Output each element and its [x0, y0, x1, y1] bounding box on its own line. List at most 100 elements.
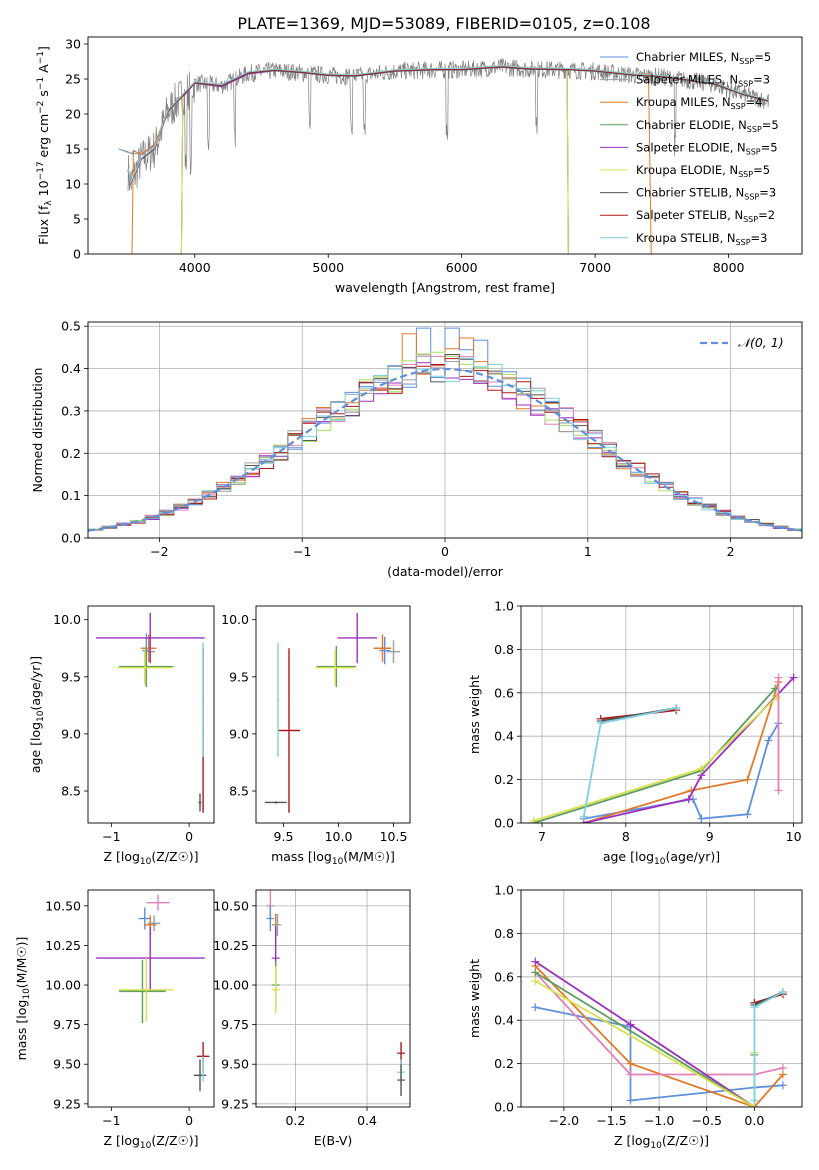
- x-axis-label: age [log10​(age/yr)]: [603, 849, 720, 867]
- y-tick-label: 5: [73, 212, 81, 227]
- axes-frame: [87, 605, 215, 824]
- x-tick-label: 4000: [179, 260, 211, 275]
- y-tick-label: 10.50: [45, 898, 81, 913]
- y-tick-label: 0.3: [61, 403, 81, 418]
- y-tick-label: 0.4: [494, 729, 514, 744]
- y-tick-label: 0.2: [494, 772, 514, 787]
- plot-area: [118, 57, 769, 254]
- y-tick-label: 0.0: [61, 531, 81, 546]
- x-tick-label: −1.5: [596, 1113, 626, 1128]
- axes-frame: [520, 889, 803, 1108]
- y-axis-label: mass [log10​(M/M☉)]: [14, 937, 32, 1061]
- figure-title: PLATE=1369, MJD=53089, FIBERID=0105, z=0…: [237, 14, 650, 33]
- weight-vs-age-panel: 7 8 9 10 0.0 0.2 0.4 0.6 0.8 1.0 age [log10​(age/y…: [467, 599, 803, 867]
- x-tick-label: −1: [102, 1113, 120, 1128]
- y-axis-label: Flux [fλ​ 10−17​ erg cm−2​ s−1​ A−1​]: [36, 46, 54, 245]
- x-tick-label: 7000: [579, 260, 611, 275]
- y-tick-label: 9.50: [53, 1057, 81, 1072]
- plot-area: [88, 327, 802, 538]
- y-tick-label: 0.4: [61, 361, 81, 376]
- x-tick-label: −1: [293, 544, 311, 559]
- weight-line: [534, 960, 755, 1107]
- x-tick-label: 0.4: [357, 1113, 377, 1128]
- y-tick-label: 1.0: [494, 883, 514, 898]
- age-vs-mass-panel: 9.5 10.0 10.5 8.5 9.0 9.5 10.0 mass [log10​(M/M…: [221, 605, 411, 867]
- y-tick-label: 0.4: [494, 1013, 514, 1028]
- x-tick-label: 2: [727, 544, 735, 559]
- x-tick-label: 0: [441, 544, 449, 559]
- plot-area: [266, 890, 406, 1096]
- y-tick-label: 8.5: [61, 784, 81, 799]
- axes-frame: [255, 605, 411, 824]
- y-axis-label: age [log10​(age/yr)]: [28, 656, 46, 773]
- y-tick-label: 0.1: [61, 488, 81, 503]
- x-tick-label: 1: [584, 544, 592, 559]
- x-tick-label: 0: [185, 829, 193, 844]
- x-tick-label: 0.0: [744, 1113, 764, 1128]
- y-tick-label: 8.5: [229, 784, 249, 799]
- x-tick-label: 0.2: [285, 1113, 305, 1128]
- y-tick-label: 0.8: [494, 642, 514, 657]
- model-spectrum-line: [180, 65, 569, 254]
- y-tick-label: 20: [65, 107, 81, 122]
- y-tick-label: 0.0: [494, 1100, 514, 1115]
- x-tick-label: 7: [538, 829, 546, 844]
- weight-line: [534, 965, 784, 1107]
- legend-label: Kroupa MILES, NSSP=4: [636, 95, 762, 111]
- weight-vs-metallicity-panel: −2.0 −1.5 −1.0 −0.5 0.0 0.0 0.2 0.4 0.6 0.8 1.0 Z […: [467, 883, 803, 1151]
- x-axis-label: Z [log10​(Z/Z☉)]: [103, 849, 198, 867]
- x-tick-label: −1: [102, 829, 120, 844]
- y-tick-label: 15: [65, 142, 81, 157]
- x-axis-label: wavelength [Angstrom, rest frame]: [335, 280, 555, 295]
- x-tick-label: −0.5: [692, 1113, 722, 1128]
- y-tick-label: 10.00: [45, 978, 81, 993]
- x-tick-label: 9: [706, 829, 714, 844]
- plot-area: [95, 894, 210, 1092]
- mass-vs-metallicity-panel: −1 0 9.25 9.50 9.75 10.00 10.25 10.50 Z [log10​(…: [14, 889, 215, 1151]
- legend-label: Kroupa STELIB, NSSP=3: [636, 231, 767, 247]
- axes-frame: [87, 321, 803, 539]
- model-spectrum-line: [127, 65, 769, 185]
- x-axis-label: E(B-V): [314, 1133, 353, 1148]
- legend-label: 𝒩(0, 1): [738, 335, 784, 350]
- x-tick-label: 6000: [446, 260, 478, 275]
- y-tick-label: 9.0: [61, 726, 81, 741]
- weight-line: [583, 676, 795, 823]
- legend-label: Salpeter STELIB, NSSP=2: [636, 208, 775, 224]
- weight-line: [533, 687, 776, 823]
- x-tick-label: 10.5: [380, 829, 408, 844]
- axes-frame: [255, 889, 411, 1108]
- y-tick-label: 0: [73, 247, 81, 262]
- axes-frame: [87, 36, 803, 255]
- x-tick-label: −2: [150, 544, 168, 559]
- legend-label: Chabrier ELODIE, NSSP=5: [636, 118, 779, 134]
- weight-line: [753, 991, 784, 1101]
- y-tick-label: 1.0: [494, 599, 514, 614]
- y-tick-label: 10.25: [45, 938, 81, 953]
- model-spectrum-line: [180, 65, 569, 254]
- x-tick-label: 10: [786, 829, 802, 844]
- y-tick-label: 9.75: [221, 1017, 249, 1032]
- x-tick-label: 0: [185, 1113, 193, 1128]
- weight-line: [583, 681, 780, 823]
- y-tick-label: 9.0: [229, 726, 249, 741]
- axes-frame: [87, 889, 215, 1108]
- plot-area: [531, 957, 787, 1107]
- model-spectrum-line: [118, 66, 652, 156]
- x-tick-label: 9.5: [274, 829, 294, 844]
- y-tick-label: 10.0: [53, 612, 81, 627]
- weight-line: [534, 980, 756, 1107]
- legend-label: Chabrier MILES, NSSP=5: [636, 50, 771, 66]
- y-tick-label: 25: [65, 72, 81, 87]
- y-tick-label: 0.5: [61, 319, 81, 334]
- spectrum-panel: 4000 5000 6000 7000 8000 0 5 10 15 20 25 30 waveleng…: [36, 36, 803, 295]
- legend-label: Kroupa ELODIE, NSSP=5: [636, 163, 770, 179]
- weight-line: [534, 971, 784, 1076]
- x-axis-label: Z [log10​(Z/Z☉)]: [614, 1133, 709, 1151]
- y-tick-label: 9.25: [53, 1096, 81, 1111]
- y-axis-label: mass weight: [467, 959, 482, 1038]
- x-tick-label: −1.0: [644, 1113, 674, 1128]
- x-axis-label: Z [log10​(Z/Z☉)]: [103, 1133, 198, 1151]
- plot-area: [529, 673, 798, 823]
- y-tick-label: 0.6: [494, 969, 514, 984]
